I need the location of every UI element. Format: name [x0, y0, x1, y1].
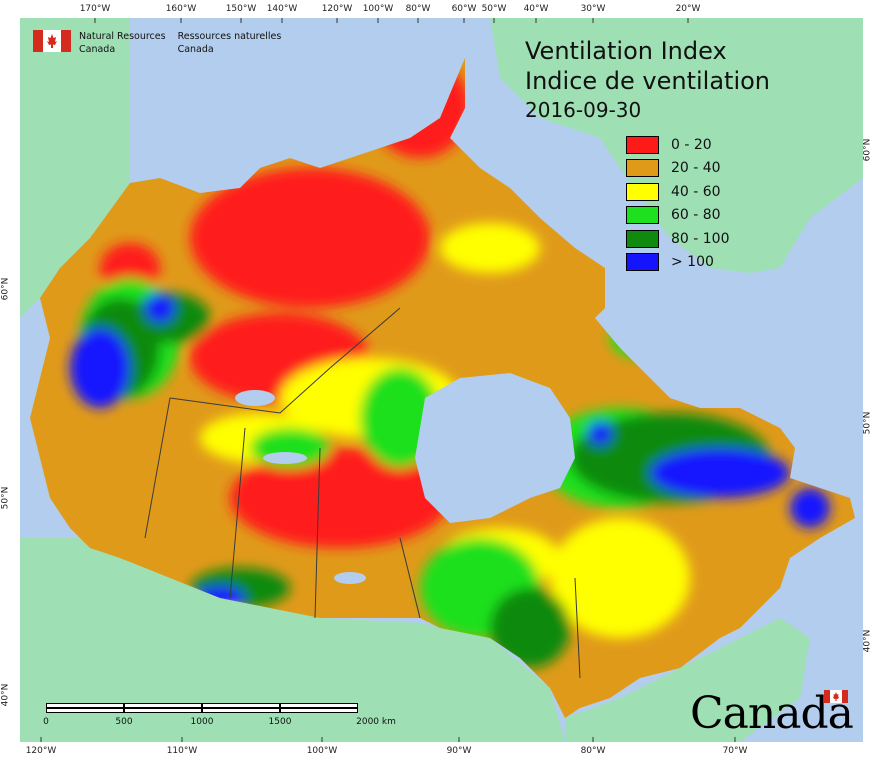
tick-top-label: 150°W: [225, 4, 257, 14]
legend: 0 - 20 20 - 40 40 - 60 60 - 80 80 - 100 …: [626, 133, 730, 274]
tick-right-label: 60°N: [862, 138, 873, 162]
tick-top-label: 50°W: [481, 4, 507, 14]
tick-top-label: 140°W: [266, 4, 298, 14]
scale-label: 0: [43, 717, 49, 727]
lake: [334, 572, 366, 584]
tick-bottom-label: 90°W: [446, 746, 472, 756]
tick-bottom-label: 110°W: [166, 746, 198, 756]
scale-label: 2000 km: [356, 717, 396, 727]
nrcan-french: Ressources naturelles Canada: [178, 30, 282, 56]
tick-top-label: 120°W: [321, 4, 353, 14]
legend-label: 20 - 40: [671, 160, 721, 177]
tick-bottom-label: 80°W: [580, 746, 606, 756]
legend-swatch: [626, 229, 659, 248]
nrcan-signature: Natural Resources Canada Ressources natu…: [33, 30, 293, 56]
legend-label: 40 - 60: [671, 183, 721, 200]
tick-top-label: 20°W: [675, 4, 701, 14]
scale-segment: [202, 708, 280, 713]
legend-label: 0 - 20: [671, 136, 712, 153]
scale-segment: [46, 708, 124, 713]
lake: [235, 390, 275, 406]
legend-item: 80 - 100: [626, 227, 730, 251]
ventilation-map: [20, 18, 863, 742]
canada-flag-icon: [33, 30, 71, 52]
tick-top-label: 160°W: [165, 4, 197, 14]
scale-segment: [202, 703, 280, 708]
graticule-marks: [40, 18, 736, 742]
map-title-french: Indice de ventilation: [525, 67, 771, 95]
legend-label: 80 - 100: [671, 230, 730, 247]
scale-label: 1500: [268, 717, 292, 727]
legend-item: > 100: [626, 251, 730, 275]
legend-swatch: [626, 135, 659, 154]
hudson-bay: [415, 373, 575, 523]
map-canvas: [20, 18, 863, 742]
scale-segment: [280, 703, 358, 708]
legend-swatch: [626, 253, 659, 272]
scale-label: 500: [115, 717, 133, 727]
legend-label: > 100: [671, 254, 714, 271]
tick-top-label: 170°W: [79, 4, 111, 14]
legend-item: 60 - 80: [626, 204, 730, 228]
tick-top-label: 80°W: [405, 4, 431, 14]
legend-swatch: [626, 159, 659, 178]
scale-label: 1000: [190, 717, 214, 727]
nrcan-fr-line1: Ressources naturelles: [177, 31, 282, 42]
tick-top-label: 100°W: [362, 4, 394, 14]
scale-segment: [280, 708, 358, 713]
foreign-land: [20, 18, 863, 742]
legend-label: 60 - 80: [671, 207, 721, 224]
tick-left-label: 50°N: [0, 486, 11, 510]
province-borders: [144, 307, 581, 679]
map-title-english: Ventilation Index: [525, 37, 727, 65]
scale-segment: [124, 703, 202, 708]
legend-item: 40 - 60: [626, 180, 730, 204]
legend-item: 20 - 40: [626, 157, 730, 181]
tick-bottom-label: 70°W: [722, 746, 748, 756]
tick-top-label: 40°W: [523, 4, 549, 14]
scale-segment: [46, 703, 124, 708]
tick-top-label: 60°W: [451, 4, 477, 14]
map-title-block: Ventilation Index Indice de ventilation …: [525, 36, 770, 124]
legend-swatch: [626, 206, 659, 225]
scale-segment: [124, 708, 202, 713]
tick-left-label: 60°N: [0, 277, 11, 301]
tick-bottom-label: 120°W: [25, 746, 57, 756]
canada-flag-icon: [824, 690, 848, 703]
nrcan-fr-line2: Canada: [177, 44, 214, 55]
legend-item: 0 - 20: [626, 133, 730, 157]
tick-top-label: 30°W: [580, 4, 606, 14]
legend-swatch: [626, 182, 659, 201]
nrcan-en-line2: Canada: [79, 44, 116, 55]
nrcan-english: Natural Resources Canada: [79, 30, 166, 56]
nrcan-en-line1: Natural Resources: [79, 31, 166, 42]
tick-right-label: 50°N: [862, 411, 873, 435]
tick-bottom-label: 100°W: [306, 746, 338, 756]
tick-left-label: 40°N: [0, 683, 11, 707]
tick-right-label: 40°N: [862, 629, 873, 653]
map-date: 2016-09-30: [525, 98, 642, 122]
lake: [263, 452, 307, 464]
